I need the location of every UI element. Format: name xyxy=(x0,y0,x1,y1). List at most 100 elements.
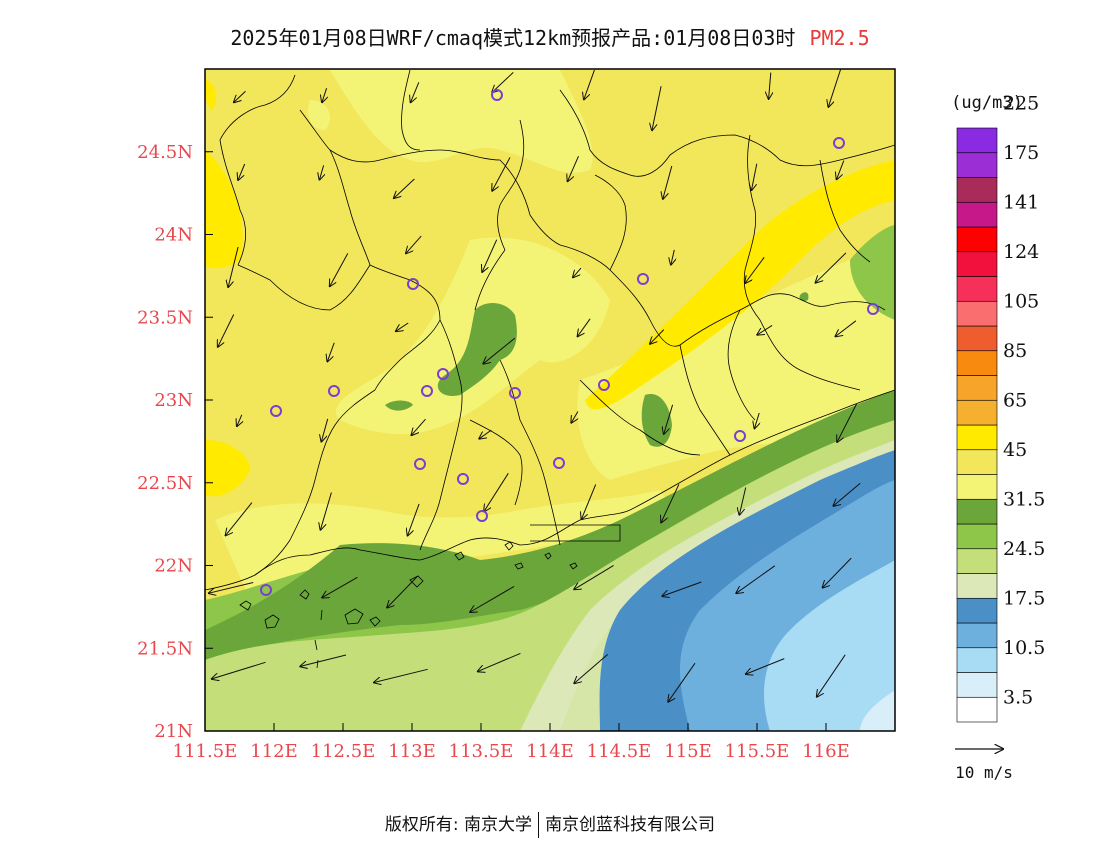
wind-arrow xyxy=(755,412,760,428)
legend-swatch xyxy=(956,449,998,475)
wind-arrow xyxy=(836,320,857,337)
wind-arrow xyxy=(226,502,253,536)
wind-arrow xyxy=(769,72,771,99)
legend-swatch xyxy=(956,424,998,451)
wind-arrow xyxy=(584,69,595,99)
copyright-footer: 版权所有: 南京大学 南京创蓝科技有限公司 xyxy=(0,810,1100,838)
wind-arrow xyxy=(663,165,673,199)
y-axis: 21N 21.5N 22N 22.5N 23N 23.5N 24N 24.5N xyxy=(137,142,213,742)
wind-arrow xyxy=(652,86,662,130)
y-tick-label: 23.5N xyxy=(137,307,193,328)
station-marker xyxy=(270,405,282,417)
wind-arrow xyxy=(321,418,329,442)
x-tick-label: 111.5E xyxy=(173,741,238,762)
wind-arrow xyxy=(484,473,509,511)
legend-label: 10.5 xyxy=(1003,637,1045,659)
y-tick-label: 21N xyxy=(154,721,193,742)
credit-right: 南京创蓝科技有限公司 xyxy=(545,815,716,835)
legend-swatch xyxy=(956,325,998,352)
wind-arrow xyxy=(394,178,415,198)
admin-boundaries xyxy=(205,69,895,591)
legend-labels: 3.5 10.5 17.5 24.5 31.5 45 65 85 105 124 141 175 225 xyxy=(1003,92,1045,708)
wind-arrow xyxy=(478,652,521,671)
wind-arrow xyxy=(664,404,674,434)
legend-label: 225 xyxy=(1003,92,1039,114)
legend-swatch xyxy=(956,375,998,401)
credit-separator xyxy=(538,812,540,838)
wind-arrow xyxy=(238,163,246,180)
color-legend xyxy=(956,127,998,723)
wind-arrow xyxy=(492,157,511,190)
legend-unit: (ug/m3) xyxy=(951,93,1023,113)
legend-label: 45 xyxy=(1003,439,1027,461)
wind-arrow xyxy=(582,484,597,519)
y-tick-label: 24N xyxy=(154,225,193,246)
wind-arrow xyxy=(406,235,422,253)
legend-swatch xyxy=(956,350,998,376)
map-title: 2025年01月08日WRF/cmaq模式12km预报产品:01月08日03时 P… xyxy=(0,22,1100,51)
wind-arrow xyxy=(408,503,420,536)
legend-label: 17.5 xyxy=(1003,587,1045,609)
x-tick-label: 114E xyxy=(526,741,574,762)
station-marker xyxy=(553,457,565,469)
y-tick-label: 22.5N xyxy=(137,473,193,494)
x-tick-label: 113.5E xyxy=(449,741,514,762)
x-tick-label: 115E xyxy=(664,741,712,762)
y-tick-label: 21.5N xyxy=(137,638,193,659)
legend-swatch xyxy=(956,573,998,599)
legend-swatch xyxy=(956,597,998,624)
legend-label: 105 xyxy=(1003,290,1039,312)
wind-arrow xyxy=(387,575,419,608)
wind-arrow xyxy=(661,484,680,522)
concentration-field xyxy=(205,69,895,731)
wind-arrow xyxy=(816,252,847,283)
legend-label: 65 xyxy=(1003,389,1027,411)
legend-swatch xyxy=(956,647,998,673)
wind-arrow xyxy=(482,239,498,272)
station-marker xyxy=(407,278,419,290)
legend-swatch xyxy=(956,696,998,723)
wind-arrow xyxy=(237,414,242,426)
legend-label: 24.5 xyxy=(1003,538,1045,560)
legend-swatch xyxy=(956,177,998,203)
legend-label: 141 xyxy=(1003,191,1039,213)
wind-arrow xyxy=(228,246,239,287)
station-marker xyxy=(509,387,521,399)
legend-swatch xyxy=(956,498,998,525)
station-marker xyxy=(867,303,879,315)
wind-arrow xyxy=(662,581,702,596)
wind-arrow xyxy=(470,585,515,612)
legend-swatch xyxy=(956,276,998,302)
credit-left: 版权所有: 南京大学 xyxy=(384,815,533,835)
wind-arrow xyxy=(411,82,420,102)
wind-arrow xyxy=(492,72,514,92)
station-marker xyxy=(437,368,449,380)
legend-swatch xyxy=(956,300,998,327)
station-marker xyxy=(637,273,649,285)
wind-arrow xyxy=(300,654,347,666)
legend-label: 124 xyxy=(1003,241,1039,263)
wind-arrow xyxy=(837,403,858,442)
wind-arrow xyxy=(671,249,674,265)
wind-arrow xyxy=(757,324,773,334)
wind-arrow xyxy=(736,565,776,593)
legend-label: 175 xyxy=(1003,142,1039,164)
legend-label: 3.5 xyxy=(1003,686,1033,708)
legend-label: 85 xyxy=(1003,340,1027,362)
x-tick-label: 112E xyxy=(250,741,298,762)
wind-arrow xyxy=(571,411,579,423)
wind-arrow xyxy=(752,163,758,190)
y-tick-label: 23N xyxy=(154,390,193,411)
legend-swatch xyxy=(956,226,998,253)
wind-arrow xyxy=(817,654,846,697)
wind-arrow xyxy=(396,322,409,331)
y-tick-label: 22N xyxy=(154,556,193,577)
wind-arrow xyxy=(833,482,861,506)
wind-vectors xyxy=(209,69,861,702)
wind-arrow xyxy=(327,342,335,362)
station-marker xyxy=(598,379,610,391)
station-marker xyxy=(328,385,340,397)
wind-arrow xyxy=(412,418,426,435)
wind-arrow xyxy=(374,668,428,682)
